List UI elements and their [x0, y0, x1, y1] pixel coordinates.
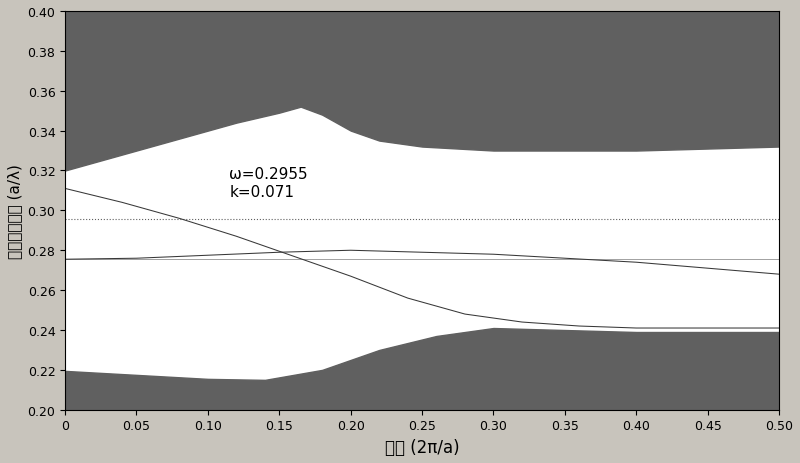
X-axis label: 波矢 (2π/a): 波矢 (2π/a)	[385, 438, 459, 456]
Y-axis label: 归一化透射率 (a/λ): 归一化透射率 (a/λ)	[7, 163, 22, 258]
Text: ω=0.2955
k=0.071: ω=0.2955 k=0.071	[230, 167, 308, 200]
